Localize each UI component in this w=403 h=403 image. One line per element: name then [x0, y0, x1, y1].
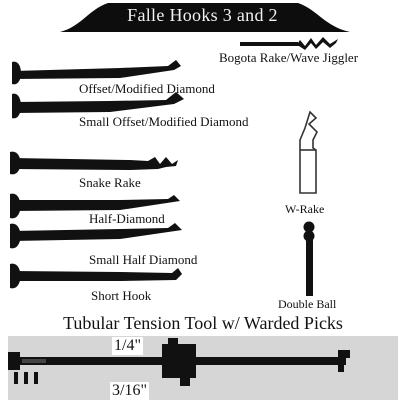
label-w-rake: W-Rake: [285, 202, 325, 216]
label-offset-modified-diamond: Offset/Modified Diamond: [79, 81, 215, 96]
size-label-bottom: 3/16": [110, 382, 149, 400]
size-label-top: 1/4": [112, 337, 143, 355]
label-short-hook: Short Hook: [91, 288, 152, 303]
label-small-half-diamond: Small Half Diamond: [89, 252, 198, 267]
bogota-rake-illustration: [240, 37, 338, 50]
offset-modified-diamond-illustration: [12, 60, 181, 85]
short-hook-illustration: [10, 263, 182, 289]
header-banner: [60, 3, 350, 32]
tubular-title: Tubular Tension Tool w/ Warded Picks: [63, 313, 343, 333]
label-double-ball: Double Ball: [278, 297, 337, 311]
tubular-tension-tool-illustration: [8, 338, 350, 386]
half-diamond-illustration: [10, 193, 180, 219]
small-offset-diamond-illustration: [12, 92, 184, 119]
tubular-photo-band: [8, 336, 398, 400]
double-ball-illustration: [303, 221, 315, 296]
small-half-diamond-illustration: [10, 223, 182, 249]
label-snake-rake: Snake Rake: [79, 175, 141, 190]
label-small-offset-diamond: Small Offset/Modified Diamond: [79, 114, 249, 129]
label-bogota-rake: Bogota Rake/Wave Jiggler: [219, 50, 359, 65]
snake-rake-illustration: [10, 151, 178, 175]
header-title: Falle Hooks 3 and 2: [127, 5, 278, 25]
w-rake-illustration: [299, 110, 318, 194]
label-half-diamond: Half-Diamond: [89, 211, 165, 226]
